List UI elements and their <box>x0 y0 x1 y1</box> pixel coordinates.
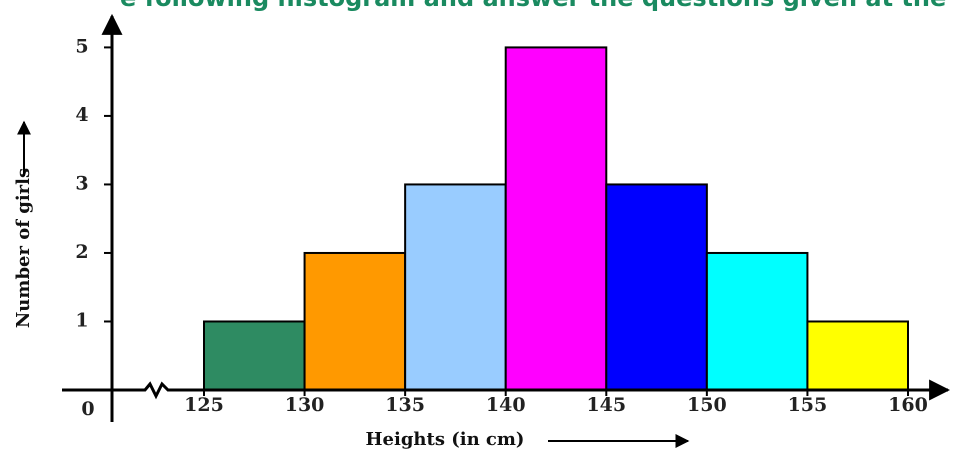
bar <box>404 183 507 391</box>
plot-area <box>203 46 910 391</box>
y-tick-label: 2 <box>75 241 88 263</box>
x-tick-label: 145 <box>586 394 626 416</box>
bar <box>806 320 910 391</box>
bar <box>504 46 608 391</box>
bar <box>705 251 809 391</box>
x-tick-label: 155 <box>788 394 828 416</box>
x-tick-label: 140 <box>486 394 526 416</box>
y-tick-label: 4 <box>75 104 88 126</box>
x-tick-label: 130 <box>285 394 325 416</box>
x-tick-label: 135 <box>385 394 425 416</box>
y-tick-label: 5 <box>75 35 88 57</box>
x-axis <box>62 381 945 400</box>
y-tick-label: 1 <box>75 309 88 331</box>
x-axis-label: Heights (in cm) <box>366 429 525 450</box>
y-tick-label: 3 <box>75 172 88 194</box>
x-tick-label: 150 <box>687 394 727 416</box>
bar <box>605 183 708 391</box>
chart-title: e following histogram and answer the que… <box>120 0 946 12</box>
origin-label: 0 <box>81 398 94 420</box>
y-axis-label: Number of girls <box>13 168 34 328</box>
x-tick-label: 125 <box>184 394 224 416</box>
bar <box>203 320 306 391</box>
x-tick-label: 160 <box>888 394 928 416</box>
bar <box>303 251 407 391</box>
